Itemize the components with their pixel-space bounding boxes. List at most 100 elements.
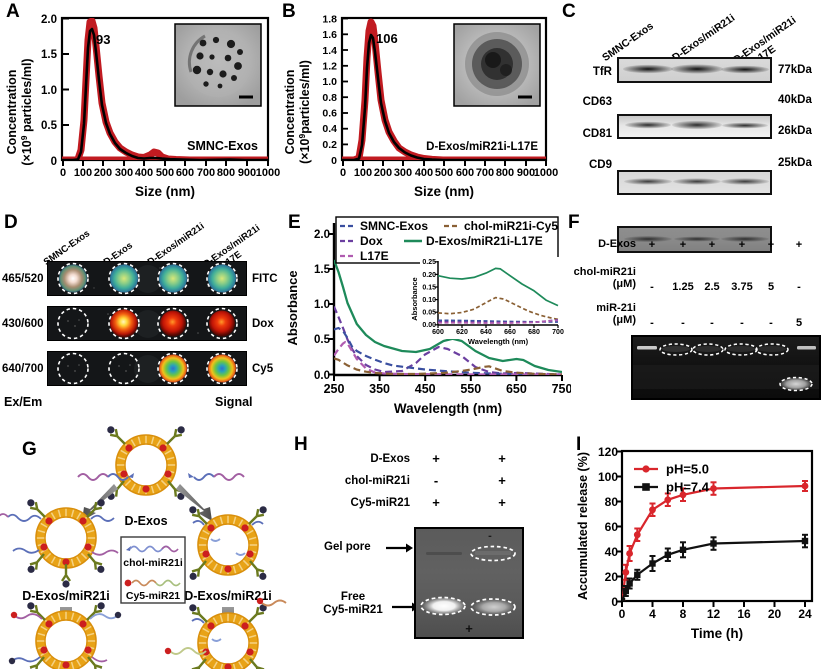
panel-f-row-label-chol-mir21i-text: chol-miR21i [573,266,636,278]
panel-f-cell-r2c1: - [650,281,654,293]
svg-text:0.5: 0.5 [41,120,58,132]
svg-text:600: 600 [176,167,194,179]
panel-i-frame [620,449,814,603]
svg-text:250: 250 [324,382,345,396]
panel-c-mw-cd9: 25kDa [778,157,812,169]
svg-text:20: 20 [768,607,782,621]
panel-f-cell-r1c1: + [648,239,656,251]
panel-f-cell-r2c6: - [797,281,801,293]
svg-text:Concentration: Concentration [283,70,297,155]
svg-text:40: 40 [605,545,619,559]
panel-e-series-l17e [334,340,562,375]
panel-a-tem-inset [174,23,262,107]
svg-text:680: 680 [528,329,540,336]
panel-e-absorbance-spectrum: E Absorbance 2.0 1.5 1.0 0.5 0.0 [286,213,571,425]
panel-f-cell-r2c4: 3.75 [731,281,753,293]
panel-d-strip-dox [47,306,247,341]
svg-text:Concentration: Concentration [5,70,19,155]
panel-f-cell-r3c1: - [650,317,654,329]
panel-c-western-blot: C SMNC-Exos D-Exos/miR21i D-Exos/miR21i … [560,0,825,253]
panel-a-xlabel: Size (nm) [135,184,195,199]
svg-text:0.4: 0.4 [322,123,337,135]
panel-h-cell-r2c1: - [433,473,439,488]
svg-text:80: 80 [605,495,619,509]
panel-f-cell-r2c3: 2.5 [704,281,720,293]
panel-i-xticks: 0 4 8 12 16 20 24 [619,601,812,621]
panel-f-letter: F [568,212,580,233]
panel-f-gel-retardation: F D-Exos + + + + + + chol-miR21i (μM) - … [566,213,825,425]
panel-b-ylabel: Concentration (×109particles/ml) [283,60,312,164]
panel-f-gel-image [631,335,821,400]
panel-a-mean-curve [62,27,268,160]
svg-text:700: 700 [476,167,494,179]
panel-h-row-label-chol-mir21i: chol-miR21i [344,475,410,487]
svg-text:300: 300 [115,167,133,179]
svg-text:0: 0 [619,607,626,621]
svg-text:0.10: 0.10 [422,297,436,304]
svg-text:1000: 1000 [256,167,280,179]
panel-d-strip-cy5 [47,351,247,386]
panel-a-peak-label: 93 [96,32,110,47]
panel-h-gel-shift-assay: H D-Exos + + chol-miR21i - + Cy5-miR21 +… [292,425,574,669]
panel-h-cell-r3c2: + [498,495,506,510]
panel-e-plot: Absorbance 2.0 1.5 1.0 0.5 0.0 250 350 450 [286,216,571,416]
svg-text:500: 500 [156,167,174,179]
svg-text:1000: 1000 [534,167,558,179]
panel-d-axis-right-label: Signal [215,395,253,409]
panel-g-diagram: G D-Exos [0,425,287,669]
panel-g-node-label-left: D-Exos/miR21i [22,589,110,603]
panel-d-exem-3: 640/700 [2,363,44,375]
panel-e-legend-label-1: SMNC-Exos [360,219,428,233]
svg-text:900: 900 [238,167,256,179]
svg-text:900: 900 [517,167,535,179]
panel-g-legend: chol-miR21i Cy5-miR21 [120,536,186,604]
svg-text:700: 700 [552,329,564,336]
panel-e-legend-label-2: Dox [360,234,383,248]
svg-text:1.0: 1.0 [322,76,337,88]
panel-f-cell-r3c3: - [710,317,714,329]
svg-text:2.0: 2.0 [41,14,57,26]
svg-text:100: 100 [598,470,618,484]
panel-e-inset-series-magenta [438,319,559,324]
svg-text:(×109 particles/ml): (×109 particles/ml) [19,58,34,165]
panel-g-vesicle-bottom-left [8,599,122,669]
svg-text:0.15: 0.15 [422,285,436,292]
svg-text:0.0: 0.0 [314,370,330,382]
panel-f-row-label-mir21i-text: miR-21i [596,302,636,314]
panel-e-inset: Absorbance 0.25 0.20 0.15 0.10 0.05 0.00… [410,257,564,346]
svg-text:20: 20 [605,570,619,584]
panel-g-vesicle-d-exos [104,425,188,503]
panel-f-cell-r1c3: + [708,239,716,251]
panel-d-exem-2: 430/600 [2,318,44,330]
svg-text:1.8: 1.8 [322,14,337,26]
panel-b-mean-curve [342,33,546,160]
svg-text:550: 550 [460,382,481,396]
panel-g-arrow-top-right [176,484,212,521]
panel-e-yticks: 2.0 1.5 1.0 0.5 0.0 [314,229,334,382]
svg-text:0.20: 0.20 [422,272,436,279]
panel-i-series-ph74-errorbars [622,533,808,597]
panel-e-xlabel: Wavelength (nm) [394,401,502,416]
panel-a-xticks: 0 100 200 300 400 500 600 700 800 900 1000 [60,160,280,179]
panel-i-plot: Accumulated release (%) 120 100 80 60 40… [576,445,814,641]
panel-e-xticks: 250 350 450 550 650 750 [324,375,571,396]
panel-b-peak-label: 106 [376,31,398,46]
svg-text:(×109particles/ml): (×109particles/ml) [297,60,312,164]
svg-text:450: 450 [415,382,436,396]
svg-text:0.05: 0.05 [422,310,436,317]
panel-c-letter: C [562,1,576,22]
panel-a-ylabel: Concentration (×109 particles/ml) [5,58,34,165]
svg-text:500: 500 [435,167,453,179]
panel-f-cell-r1c2: + [679,239,687,251]
panel-h-annotation-gel-pore: Gel pore [324,541,371,553]
panel-f-row-label-d-exos: D-Exos [598,238,636,250]
svg-text:0: 0 [611,595,618,609]
panel-c-protein-label-cd9: CD9 [588,159,612,171]
svg-text:1.5: 1.5 [41,49,58,61]
panel-a-yticks: 2.0 1.5 1.0 0.5 0 [41,14,69,168]
panel-h-cell-r1c2: + [498,451,506,466]
panel-f-cell-r2c5: 5 [767,281,775,293]
svg-text:0.6: 0.6 [322,108,337,120]
svg-text:4: 4 [649,607,656,621]
panel-e-series-smnc-exos [334,326,562,375]
